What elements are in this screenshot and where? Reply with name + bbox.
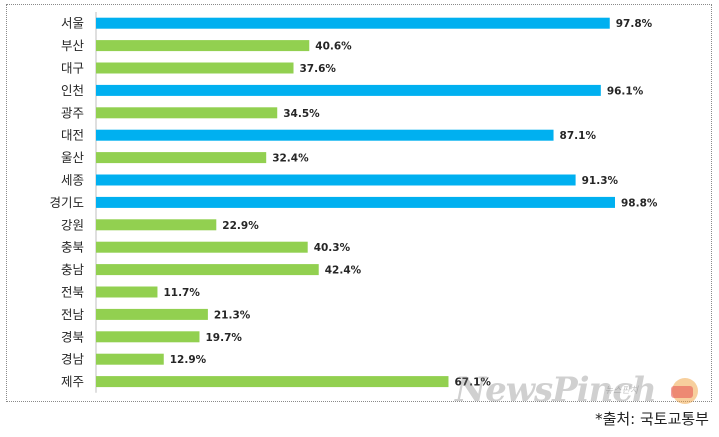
watermark-sub: 뉴스핀치 [605, 386, 639, 396]
bar [96, 376, 449, 388]
bar [96, 353, 164, 365]
bar [96, 219, 217, 231]
data-label: 22.9% [222, 220, 259, 232]
bar [96, 241, 308, 253]
data-label: 91.3% [582, 175, 619, 187]
bar [96, 40, 310, 52]
category-label: 경기도 [49, 195, 84, 210]
category-label: 충북 [61, 240, 84, 255]
bar [96, 264, 319, 276]
data-label: 21.3% [214, 309, 251, 321]
data-label: 40.3% [314, 242, 351, 254]
watermark-logo: NewsPinch [455, 370, 657, 410]
chart-frame [6, 4, 712, 402]
data-label: 40.6% [315, 41, 352, 53]
data-label: 87.1% [560, 130, 597, 142]
data-label: 42.4% [325, 265, 362, 277]
data-label: 67.1% [454, 377, 491, 389]
bar [96, 174, 576, 186]
category-label: 강원 [61, 217, 84, 232]
source-note: *출처: 국토교통부 [595, 410, 709, 428]
category-label: 경북 [61, 329, 84, 344]
bar [96, 17, 610, 29]
bar [96, 129, 554, 141]
category-label: 전남 [61, 307, 85, 322]
category-label: 부산 [61, 38, 85, 53]
category-label: 대전 [61, 128, 84, 143]
category-label: 인천 [61, 83, 84, 98]
data-label: 37.6% [300, 63, 337, 75]
data-label: 98.8% [621, 197, 658, 209]
category-label: 서울 [61, 16, 84, 31]
watermark-badge-icon [671, 378, 698, 404]
data-label: 34.5% [283, 108, 320, 120]
bar [96, 286, 158, 298]
category-label: 전북 [61, 285, 84, 300]
data-label: 19.7% [205, 332, 242, 344]
bar [96, 62, 294, 74]
category-label: 충남 [61, 262, 85, 277]
category-label: 제주 [61, 374, 84, 389]
bar [96, 107, 278, 119]
category-label: 울산 [61, 150, 85, 165]
data-label: 97.8% [616, 18, 653, 30]
bar [96, 84, 601, 96]
category-label: 대구 [61, 61, 84, 76]
data-label: 32.4% [272, 153, 309, 165]
data-label: 11.7% [163, 287, 200, 299]
bar [96, 308, 208, 320]
data-label: 12.9% [170, 354, 207, 366]
bar [96, 196, 615, 208]
category-label: 경남 [61, 352, 85, 367]
bar [96, 152, 267, 164]
data-label: 96.1% [607, 85, 644, 97]
category-label: 세종 [61, 173, 84, 188]
bar [96, 331, 200, 343]
category-label: 광주 [61, 105, 84, 120]
